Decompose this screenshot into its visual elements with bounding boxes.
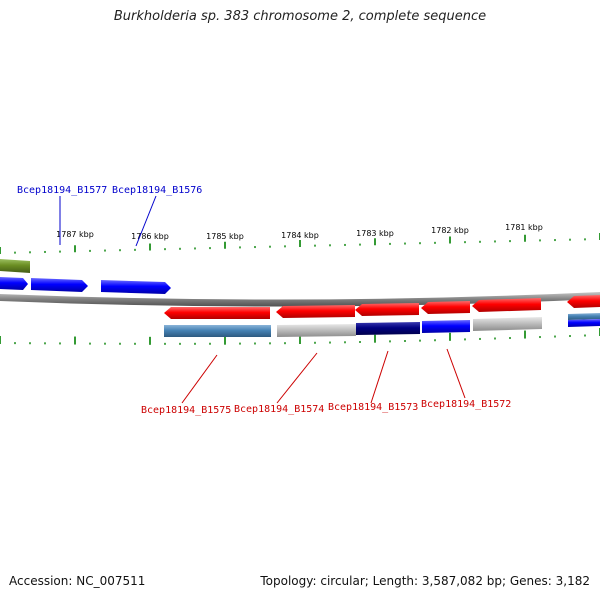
- leader-line-B1575: [181, 354, 218, 404]
- bar-grey[interactable]: [277, 324, 356, 337]
- gene-B1572[interactable]: [421, 301, 470, 314]
- tick-label: 1784 kbp: [281, 231, 319, 240]
- scale-ticks-top: [0, 233, 600, 254]
- bar-navy[interactable]: [356, 322, 420, 335]
- topology-text: Topology: circular; Length: 3,587,082 bp…: [260, 574, 590, 588]
- gene-reverse-extra[interactable]: [472, 298, 541, 312]
- bar-grey-2[interactable]: [473, 317, 542, 331]
- tick-label: 1782 kbp: [431, 226, 469, 235]
- forward-genes: [0, 277, 171, 294]
- bar-blue-edge[interactable]: [568, 319, 600, 327]
- gene-label-B1577[interactable]: Bcep18194_B1577: [17, 185, 107, 196]
- leader-line-B1572: [446, 348, 466, 399]
- tick-label: 1787 kbp: [56, 230, 94, 239]
- tick-label: 1783 kbp: [356, 229, 394, 238]
- scale-tick-labels: 1787 kbp 1786 kbp 1785 kbp 1784 kbp 1783…: [56, 223, 543, 241]
- bar-steelblue-edge[interactable]: [568, 313, 600, 320]
- tick-label: 1781 kbp: [505, 223, 543, 232]
- gene-olive[interactable]: [0, 259, 30, 273]
- accession-text: Accession: NC_007511: [9, 574, 146, 588]
- tick-label: 1785 kbp: [206, 232, 244, 241]
- leader-line-B1574: [276, 352, 318, 404]
- feature-bars: [164, 313, 600, 337]
- gene-label-B1574[interactable]: Bcep18194_B1574: [234, 404, 324, 415]
- gene-B1575[interactable]: [164, 307, 270, 319]
- gene-forward-0[interactable]: [0, 277, 28, 290]
- leader-line-B1573: [370, 350, 389, 404]
- gene-label-B1573[interactable]: Bcep18194_B1573: [328, 402, 418, 413]
- scale-ticks-bottom: [0, 328, 600, 345]
- map-title: Burkholderia sp. 383 chromosome 2, compl…: [113, 9, 487, 24]
- gene-B1574[interactable]: [276, 305, 355, 318]
- gene-forward-2[interactable]: [101, 280, 171, 294]
- tick-label: 1786 kbp: [131, 232, 169, 241]
- gene-label-B1572[interactable]: Bcep18194_B1572: [421, 399, 511, 410]
- bar-steelblue[interactable]: [164, 325, 271, 337]
- gene-label-B1575[interactable]: Bcep18194_B1575: [141, 405, 231, 416]
- gene-forward-1[interactable]: [31, 278, 88, 292]
- reverse-genes: [164, 295, 600, 319]
- gene-B1573[interactable]: [355, 303, 419, 316]
- gene-reverse-edge[interactable]: [567, 295, 600, 308]
- gene-label-B1576[interactable]: Bcep18194_B1576: [112, 185, 202, 196]
- bar-blue[interactable]: [422, 320, 470, 333]
- leader-line-B1576: [135, 195, 157, 247]
